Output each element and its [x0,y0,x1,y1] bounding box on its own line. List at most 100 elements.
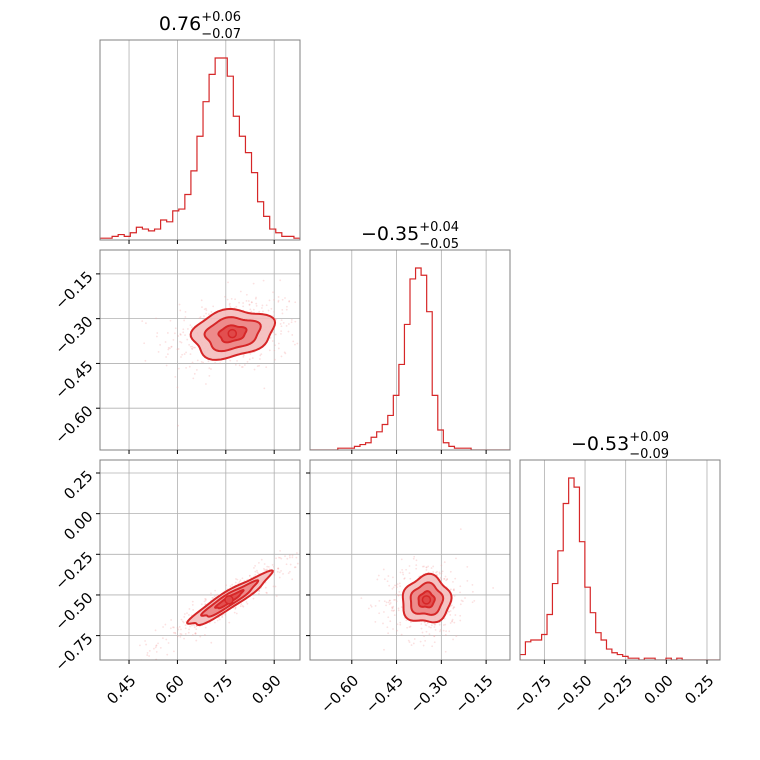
scatter-point [391,606,394,609]
scatter-point [429,626,432,629]
axes-frame [309,249,511,451]
scatter-point [178,303,181,306]
scatter-point [234,363,237,366]
scatter-point [195,625,198,627]
y-tick-label-param-1: −0.45 [51,357,96,402]
scatter-point [256,571,259,574]
scatter-point [248,303,251,306]
scatter-point [277,301,280,303]
scatter-point [248,358,251,361]
scatter-point [235,578,237,580]
scatter-point [432,571,435,573]
scatter-point [210,641,213,644]
scatter-point [174,631,177,634]
scatter-point [397,594,400,596]
scatter-point [263,387,266,390]
x-tick-label-param-0: 0.75 [200,671,236,707]
scatter-point [275,318,278,321]
scatter-point [277,296,280,298]
scatter-point [164,623,167,626]
scatter-point [390,609,393,612]
scatter-point [426,622,429,625]
scatter-point [242,605,245,608]
contour-line [214,589,245,610]
scatter-point [272,291,274,294]
scatter-point [228,302,231,305]
scatter-point [189,625,191,628]
scatter-point [424,621,426,624]
scatter-point [333,524,335,526]
scatter-point [205,312,207,315]
x-tick-label-param-1: −0.60 [317,671,362,716]
scatter-point [205,309,208,312]
x-tick-label-param-2: 0.25 [681,671,717,707]
scatter-point [179,632,182,635]
scatter-point [413,555,416,558]
scatter-point [177,335,180,337]
density-peak [224,595,234,605]
scatter-point [466,565,469,568]
scatter-point [166,353,169,356]
scatter-point [444,650,447,653]
scatter-point [188,614,190,616]
scatter-point [174,632,177,635]
scatter-point [453,606,456,609]
scatter-point [272,565,275,568]
scatter-point [155,317,157,320]
scatter-point [286,305,288,308]
scatter-point [266,565,269,568]
scatter-point [294,566,297,569]
scatter-point [443,617,446,620]
scatter-point [228,621,231,624]
scatter-point [283,351,286,354]
scatter-point [260,558,263,561]
scatter-point [192,377,195,380]
scatter-point [396,629,399,632]
scatter-point [314,546,316,548]
x-tick-label-param-0: 0.90 [248,671,284,707]
scatter-point [252,282,255,285]
scatter-point [238,580,241,583]
scatter-point [422,644,425,647]
scatter-point [170,345,173,348]
scatter-point [397,607,400,610]
scatter-point [448,611,450,613]
scatter-point [453,595,456,597]
scatter-point [295,556,298,559]
scatter-point [329,344,331,346]
scatter-point [268,299,271,302]
scatter-point [386,580,389,583]
scatter-point [460,599,463,602]
scatter-point [277,567,280,570]
scatter-point [212,597,215,599]
scatter-point [288,570,291,573]
scatter-point [423,621,426,624]
scatter-point [443,561,446,564]
scatter-point [157,642,159,645]
scatter-point [144,359,147,362]
scatter-point [174,327,177,330]
scatter-point [188,343,191,346]
scatter-point [263,569,266,571]
scatter-point [443,578,446,580]
axes-frame [99,39,301,241]
scatter-point [227,281,229,284]
scatter-point [255,304,258,307]
scatter-point [436,574,439,576]
scatter-point [387,601,390,604]
scatter-point [200,603,203,606]
scatter-point [254,565,257,567]
scatter-point [451,620,453,623]
scatter-point [177,348,180,350]
scatter-point [250,301,253,303]
scatter-point [210,368,212,370]
scatter-point [191,600,194,603]
scatter-point [275,557,277,560]
scatter-point [184,632,187,635]
scatter-point [207,360,210,363]
scatter-point [185,366,188,369]
scatter-point [261,304,264,307]
scatter-point [167,346,170,349]
scatter-point [442,624,445,626]
scatter-point [382,622,384,625]
